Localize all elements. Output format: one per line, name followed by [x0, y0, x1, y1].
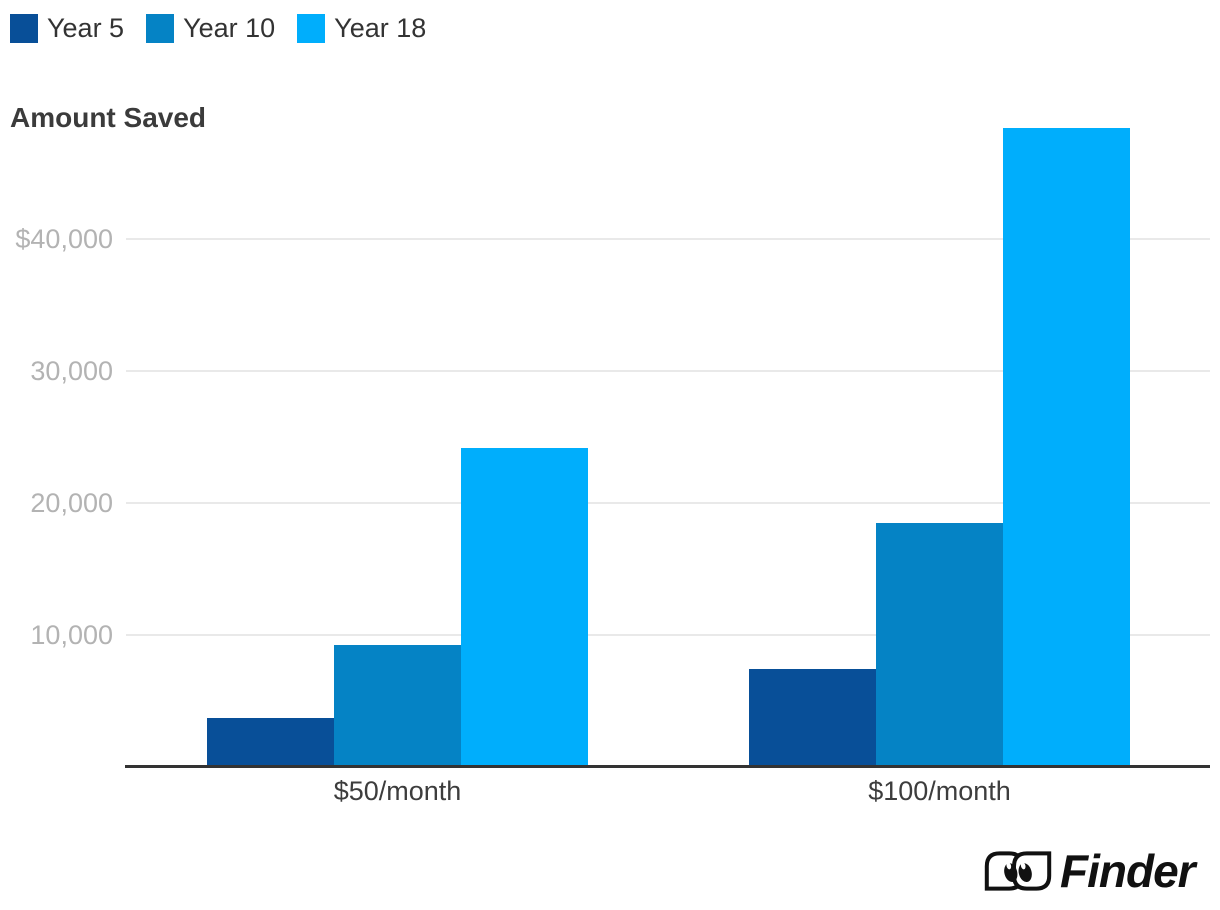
- legend-swatch: [146, 14, 175, 43]
- x-category-label: $100/month: [868, 776, 1011, 806]
- y-tick-label: $40,000: [15, 224, 113, 254]
- y-tick-label: 20,000: [30, 488, 113, 518]
- y-tick-label: 10,000: [30, 620, 113, 650]
- gridline: [126, 370, 1210, 372]
- y-tick-label: 30,000: [30, 356, 113, 386]
- bar-year-10: [334, 645, 461, 767]
- chart-legend: Year 5 Year 10 Year 18: [10, 13, 426, 44]
- bar-year-18: [1003, 128, 1130, 767]
- gridline: [126, 502, 1210, 504]
- legend-item: Year 10: [146, 13, 275, 44]
- legend-label: Year 18: [334, 13, 427, 43]
- bar-year-5: [207, 718, 334, 767]
- x-axis-line: [125, 765, 1210, 768]
- gridline: [126, 238, 1210, 240]
- legend-label: Year 10: [183, 13, 276, 43]
- legend-item: Year 5: [10, 13, 124, 44]
- legend-label: Year 5: [47, 13, 125, 43]
- bar-year-10: [876, 523, 1003, 767]
- legend-swatch: [297, 14, 326, 43]
- finder-logo-text: Finder: [1060, 845, 1196, 897]
- bar-year-18: [461, 448, 588, 767]
- legend-swatch: [10, 14, 38, 43]
- gridline: [126, 634, 1210, 636]
- legend-item: Year 18: [297, 13, 426, 44]
- finder-logo: Finder: [982, 842, 1196, 900]
- bar-year-5: [749, 669, 876, 767]
- x-category-label: $50/month: [333, 776, 462, 806]
- chart-title: Amount Saved: [10, 102, 207, 133]
- finder-eyes-icon: [984, 851, 1052, 891]
